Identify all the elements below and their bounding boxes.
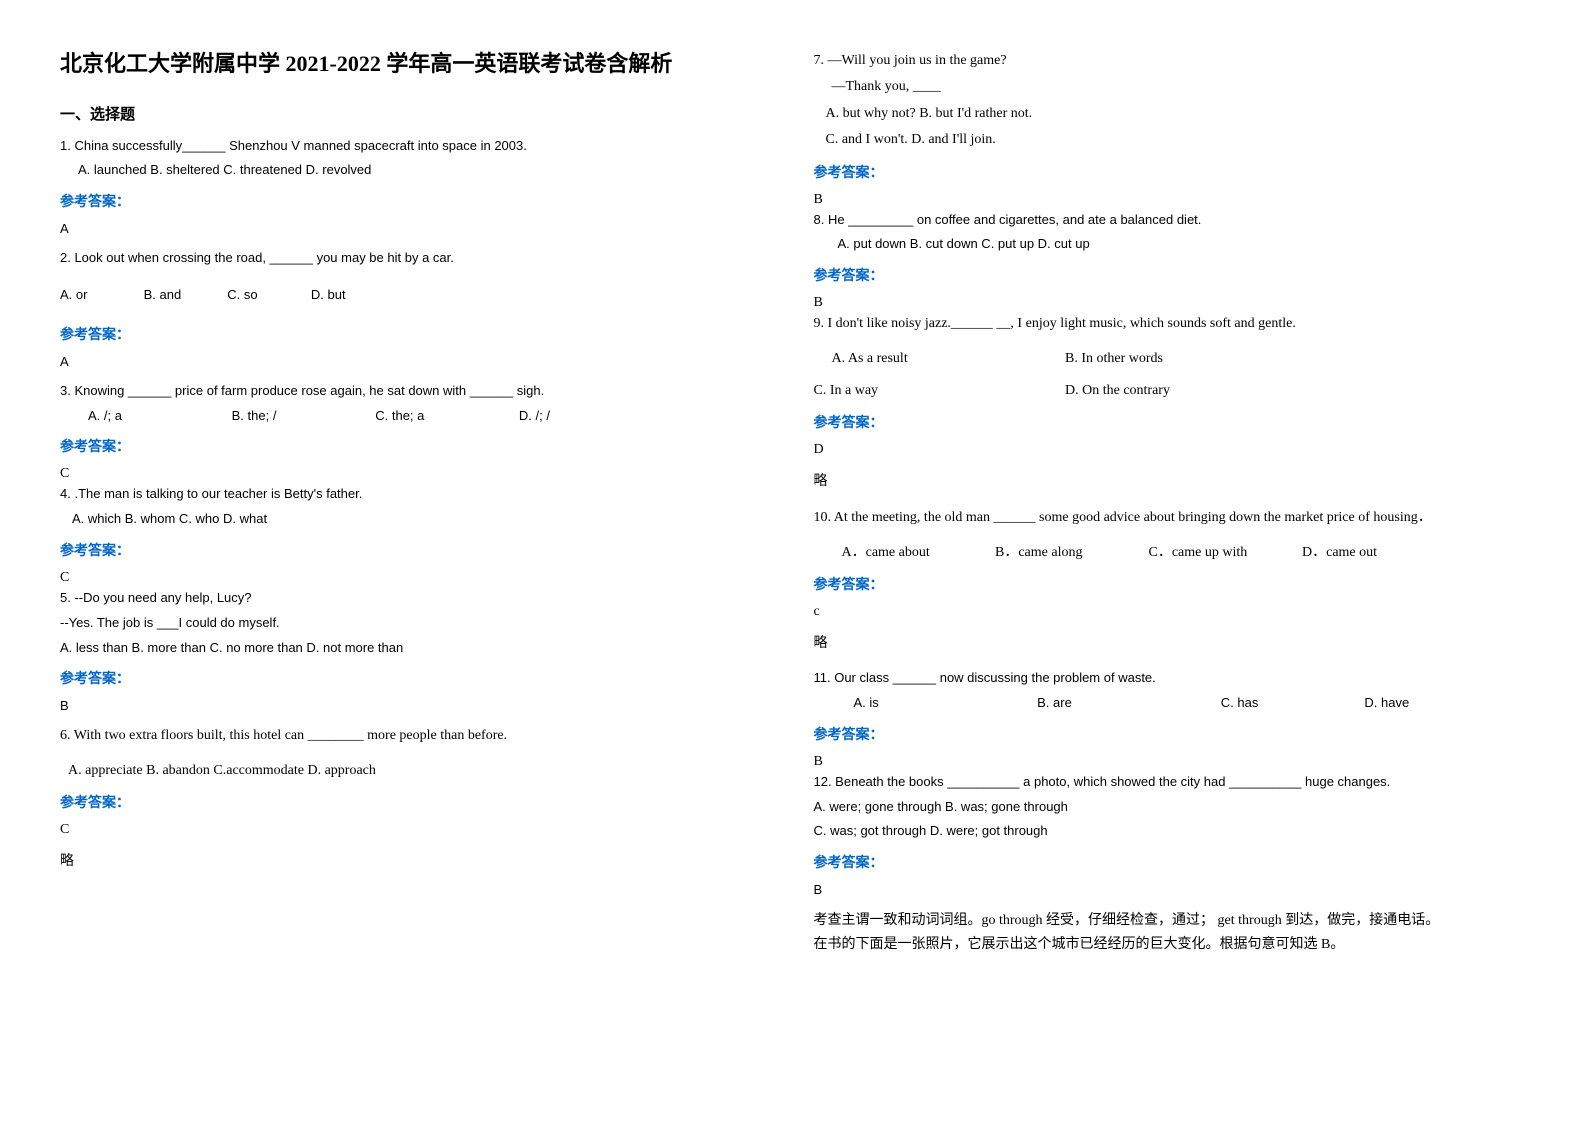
answer-label: 参考答案：	[60, 668, 774, 688]
q10-text: 10. At the meeting, the old man ______ s…	[814, 506, 1528, 530]
q10-answer: c	[814, 604, 1528, 620]
q10-options: A．came about B．came along C．came up with…	[814, 542, 1528, 564]
q2-opt-b: B. and	[144, 285, 224, 306]
q6-answer: C	[60, 822, 774, 838]
q10-opt-c: C．came up with	[1149, 542, 1299, 564]
q9-opt-d: D. On the contrary	[1065, 380, 1170, 402]
q7-line3: A. but why not? B. but I'd rather not.	[814, 103, 1528, 125]
q3-text: 3. Knowing ______ price of farm produce …	[60, 381, 774, 402]
q1-options: A. launched B. sheltered C. threatened D…	[60, 160, 774, 181]
q9-row2: C. In a way D. On the contrary	[814, 380, 1528, 402]
q9-opt-b: B. In other words	[1065, 348, 1163, 370]
answer-label: 参考答案：	[60, 436, 774, 456]
q12-text: 12. Beneath the books __________ a photo…	[814, 772, 1528, 793]
q8-text: 8. He _________ on coffee and cigarettes…	[814, 210, 1528, 231]
q8-answer: B	[814, 295, 1528, 311]
q1-answer: A	[60, 221, 774, 236]
q12-line2: A. were; gone through B. was; gone throu…	[814, 797, 1528, 818]
q2-answer: A	[60, 354, 774, 369]
q7-line4: C. and I won't. D. and I'll join.	[814, 129, 1528, 151]
q4-options: A. which B. whom C. who D. what	[60, 509, 774, 530]
answer-label: 参考答案：	[814, 574, 1528, 594]
q12-line3: C. was; got through D. were; got through	[814, 821, 1528, 842]
answer-label: 参考答案：	[814, 412, 1528, 432]
q5-answer: B	[60, 698, 774, 713]
q2-options: A. or B. and C. so D. but	[60, 285, 774, 306]
q11-opt-d: D. have	[1364, 693, 1409, 714]
q6-note: 略	[60, 850, 774, 874]
q3-options: A. /; a B. the; / C. the; a D. /; /	[60, 406, 774, 427]
q3-opt-b: B. the; /	[232, 406, 372, 427]
q10-opt-d: D．came out	[1302, 542, 1377, 564]
section-heading: 一、选择题	[60, 103, 774, 124]
answer-label: 参考答案：	[814, 265, 1528, 285]
q11-answer: B	[814, 754, 1528, 770]
answer-label: 参考答案：	[60, 540, 774, 560]
answer-label: 参考答案：	[60, 792, 774, 812]
q4-text: 4. .The man is talking to our teacher is…	[60, 484, 774, 505]
q2-opt-d: D. but	[311, 285, 391, 306]
q3-opt-c: C. the; a	[375, 406, 515, 427]
q12-note2: 在书的下面是一张照片，它展示出这个城市已经经历的巨大变化。根据句意可知选 B。	[814, 933, 1528, 957]
q3-opt-a: A. /; a	[88, 406, 228, 427]
q5-line1: 5. --Do you need any help, Lucy?	[60, 588, 774, 609]
exam-title: 北京化工大学附属中学 2021-2022 学年高一英语联考试卷含解析	[60, 50, 774, 79]
q11-options: A. is B. are C. has D. have	[814, 693, 1528, 714]
q9-opt-c: C. In a way	[814, 380, 1062, 402]
answer-label: 参考答案：	[814, 162, 1528, 182]
q10-opt-b: B．came along	[995, 542, 1145, 564]
q9-opt-a: A. As a result	[832, 348, 1062, 370]
q9-note: 略	[814, 470, 1528, 494]
q4-answer: C	[60, 570, 774, 586]
q10-opt-a: A．came about	[842, 542, 992, 564]
q5-options: A. less than B. more than C. no more tha…	[60, 638, 774, 659]
right-column: 7. —Will you join us in the game? —Thank…	[814, 50, 1528, 1072]
q6-text: 6. With two extra floors built, this hot…	[60, 725, 774, 747]
q1-text: 1. China successfully______ Shenzhou V m…	[60, 136, 774, 157]
q2-opt-a: A. or	[60, 285, 140, 306]
q8-options: A. put down B. cut down C. put up D. cut…	[814, 234, 1528, 255]
q9-answer: D	[814, 442, 1528, 458]
q7-line2: —Thank you, ____	[814, 76, 1528, 98]
q2-opt-c: C. so	[227, 285, 307, 306]
q9-row1: A. As a result B. In other words	[814, 348, 1528, 370]
q7-answer: B	[814, 192, 1528, 208]
answer-label: 参考答案：	[60, 191, 774, 211]
q6-options: A. appreciate B. abandon C.accommodate D…	[60, 760, 774, 782]
q10-note: 略	[814, 632, 1528, 656]
answer-label: 参考答案：	[814, 724, 1528, 744]
q2-text: 2. Look out when crossing the road, ____…	[60, 248, 774, 269]
q12-note1: 考查主谓一致和动词词组。go through 经受，仔细经检查，通过； get …	[814, 909, 1528, 933]
q11-opt-b: B. are	[1037, 693, 1217, 714]
q11-opt-c: C. has	[1221, 693, 1361, 714]
q9-text: 9. I don't like noisy jazz.______ __, I …	[814, 313, 1528, 335]
q11-opt-a: A. is	[854, 693, 1034, 714]
q3-opt-d: D. /; /	[519, 406, 550, 427]
left-column: 北京化工大学附属中学 2021-2022 学年高一英语联考试卷含解析 一、选择题…	[60, 50, 774, 1072]
q12-answer: B	[814, 882, 1528, 897]
answer-label: 参考答案：	[814, 852, 1528, 872]
q5-line2: --Yes. The job is ___I could do myself.	[60, 613, 774, 634]
answer-label: 参考答案：	[60, 324, 774, 344]
q3-answer: C	[60, 466, 774, 482]
q11-text: 11. Our class ______ now discussing the …	[814, 668, 1528, 689]
q7-line1: 7. —Will you join us in the game?	[814, 50, 1528, 72]
